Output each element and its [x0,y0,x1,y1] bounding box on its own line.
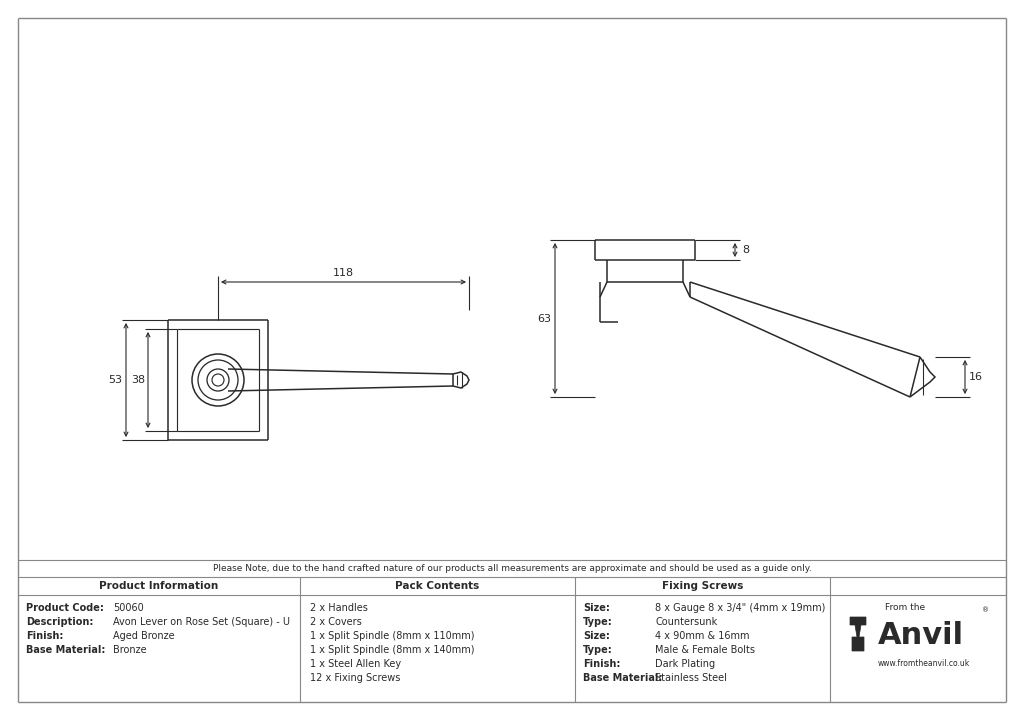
Text: 38: 38 [131,375,145,385]
Text: ®: ® [982,607,989,613]
Polygon shape [850,617,866,651]
Text: Product Information: Product Information [99,581,219,591]
Text: Countersunk: Countersunk [655,617,717,627]
Text: 1 x Split Spindle (8mm x 110mm): 1 x Split Spindle (8mm x 110mm) [310,631,474,641]
Text: Base Material:: Base Material: [26,645,105,655]
Text: Anvil: Anvil [878,621,965,649]
Text: 118: 118 [333,268,354,278]
Text: 1 x Split Spindle (8mm x 140mm): 1 x Split Spindle (8mm x 140mm) [310,645,474,655]
Text: Type:: Type: [583,617,612,627]
Text: 2 x Handles: 2 x Handles [310,603,368,613]
Text: Avon Lever on Rose Set (Square) - U: Avon Lever on Rose Set (Square) - U [113,617,290,627]
Text: Size:: Size: [583,603,610,613]
Text: Finish:: Finish: [583,659,621,669]
Text: 4 x 90mm & 16mm: 4 x 90mm & 16mm [655,631,750,641]
Text: Fixing Screws: Fixing Screws [662,581,743,591]
Text: www.fromtheanvil.co.uk: www.fromtheanvil.co.uk [878,659,971,667]
Text: Stainless Steel: Stainless Steel [655,673,727,683]
Text: 8: 8 [742,245,750,255]
Text: Pack Contents: Pack Contents [395,581,479,591]
Text: 1 x Steel Allen Key: 1 x Steel Allen Key [310,659,401,669]
Text: 12 x Fixing Screws: 12 x Fixing Screws [310,673,400,683]
Text: Dark Plating: Dark Plating [655,659,715,669]
Text: 50060: 50060 [113,603,143,613]
Text: Type:: Type: [583,645,612,655]
Text: Base Material:: Base Material: [583,673,663,683]
Text: Finish:: Finish: [26,631,63,641]
Text: Product Code:: Product Code: [26,603,103,613]
Text: 53: 53 [108,375,122,385]
Text: 16: 16 [969,372,983,382]
Text: From the: From the [885,603,925,611]
Text: Please Note, due to the hand crafted nature of our products all measurements are: Please Note, due to the hand crafted nat… [213,564,811,573]
Text: 8 x Gauge 8 x 3/4" (4mm x 19mm): 8 x Gauge 8 x 3/4" (4mm x 19mm) [655,603,825,613]
Text: Aged Bronze: Aged Bronze [113,631,175,641]
Text: Male & Female Bolts: Male & Female Bolts [655,645,755,655]
Text: Bronze: Bronze [113,645,146,655]
Text: Description:: Description: [26,617,93,627]
Text: Size:: Size: [583,631,610,641]
Text: 63: 63 [537,313,551,323]
Text: 2 x Covers: 2 x Covers [310,617,361,627]
